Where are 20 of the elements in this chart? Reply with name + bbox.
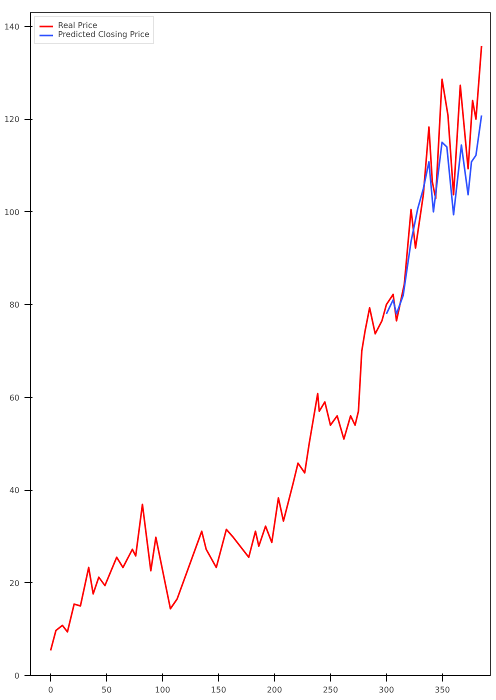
y-tick-label: 0	[14, 672, 20, 680]
y-tick-label: 100	[4, 208, 20, 217]
y-tick-label: 80	[9, 300, 20, 310]
y-tick-label: 20	[9, 578, 20, 588]
y-tick-label: 60	[9, 393, 20, 402]
x-tick-label: 50	[102, 686, 112, 694]
y-tick-label: 40	[9, 486, 20, 496]
legend-label: Predicted Closing Price	[58, 30, 150, 39]
x-tick-label: 150	[210, 686, 226, 694]
y-tick-label: 140	[4, 22, 20, 32]
x-tick-label: 200	[266, 686, 282, 694]
x-tick-label: 350	[434, 686, 450, 694]
x-tick-label: 300	[378, 686, 394, 694]
legend-label: Real Price	[58, 21, 98, 30]
y-tick-label: 120	[4, 115, 20, 124]
line-series	[50, 45, 482, 652]
x-tick-label: 100	[154, 686, 170, 694]
line-series	[386, 114, 482, 315]
x-tick-label: 0	[48, 686, 54, 694]
x-tick-label: 250	[322, 686, 338, 694]
